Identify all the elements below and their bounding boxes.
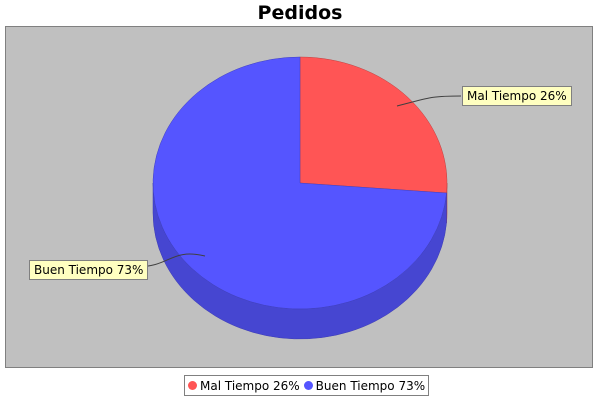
legend-item-buen-tiempo: Buen Tiempo 73% [303, 378, 426, 393]
pie-slice-buen-tiempo [152, 56, 447, 310]
pie-slice-mal-tiempo [299, 56, 448, 194]
legend-swatch-mal-tiempo [188, 381, 197, 390]
slice-label-mal-tiempo: Mal Tiempo 26% [462, 86, 572, 106]
legend-item-mal-tiempo: Mal Tiempo 26% [188, 379, 300, 393]
pie-chart [135, 56, 462, 340]
slice-label-buen-tiempo: Buen Tiempo 73% [29, 260, 149, 280]
legend-label-mal-tiempo: Mal Tiempo 26% [200, 378, 300, 393]
legend-label-buen-tiempo: Buen Tiempo 73% [315, 378, 426, 393]
leader-line-mal-tiempo [396, 95, 462, 107]
chart-legend: Mal Tiempo 26% Buen Tiempo 73% [184, 375, 430, 396]
legend-swatch-buen-tiempo [303, 381, 313, 390]
chart-title: Pedidos [257, 2, 343, 24]
